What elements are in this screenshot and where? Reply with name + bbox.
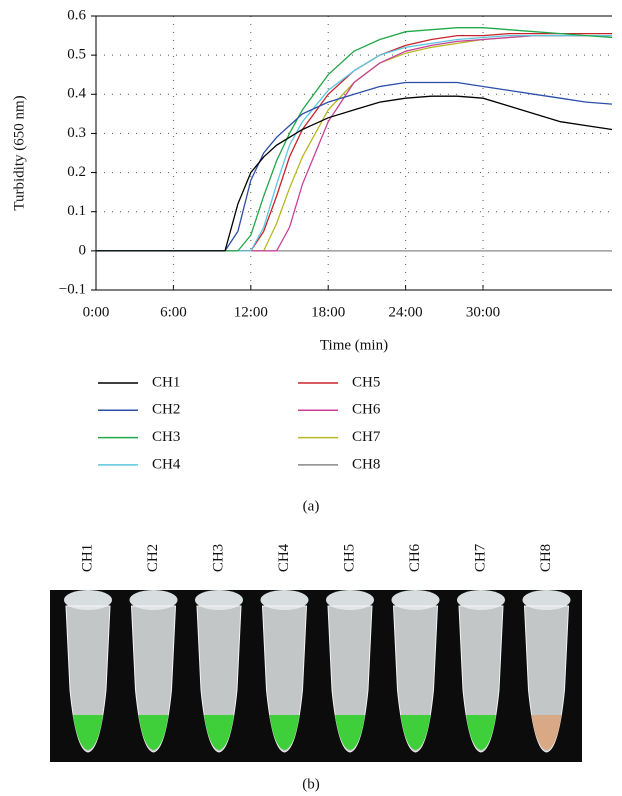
x-tick-label: 0:00	[83, 304, 110, 320]
y-tick-label: 0.3	[67, 125, 86, 141]
legend-label: CH1	[152, 374, 180, 390]
caption-a: (a)	[303, 498, 320, 514]
tube-liquid	[466, 715, 496, 750]
y-tick-label: 0.2	[67, 164, 86, 180]
tube-label: CH3	[210, 544, 226, 572]
series-line	[96, 32, 612, 252]
tube-cap	[260, 590, 309, 610]
tube-cap	[129, 590, 178, 610]
tube-liquid	[400, 715, 431, 750]
series-line	[96, 81, 613, 252]
tube-liquid	[335, 715, 365, 750]
legend-label: CH3	[152, 429, 180, 445]
tube-label: CH6	[407, 543, 423, 572]
y-tick-label: 0.6	[67, 7, 86, 23]
y-tick-label: −0.1	[59, 281, 86, 297]
x-tick-label: 12:00	[234, 304, 268, 320]
x-tick-label: 24:00	[389, 304, 423, 320]
tube-cap	[326, 590, 374, 610]
legend-label: CH7	[352, 429, 381, 445]
tube-label: CH7	[472, 543, 488, 572]
caption-b: (b)	[302, 776, 320, 792]
tube-label: CH8	[538, 544, 554, 572]
series-line	[96, 95, 613, 252]
x-axis-title: Time (min)	[320, 337, 388, 353]
x-tick-label: 30:00	[466, 304, 500, 320]
tube-cap	[391, 590, 440, 610]
series-line	[96, 34, 612, 252]
tube-liquid	[269, 715, 300, 750]
y-tick-label: 0.4	[67, 86, 86, 102]
legend-label: CH4	[152, 456, 181, 472]
series-line	[96, 27, 613, 252]
y-tick-label: 0.1	[67, 203, 86, 219]
y-tick-label: 0.5	[67, 47, 86, 63]
series-line	[96, 34, 612, 252]
x-tick-label: 6:00	[160, 304, 187, 320]
series-line	[96, 34, 612, 252]
x-tick-label: 18:00	[311, 304, 345, 320]
tube-liquid	[73, 715, 103, 750]
tube-cap	[195, 590, 243, 610]
tube-label: CH5	[341, 544, 357, 572]
legend-label: CH6	[352, 402, 381, 418]
tube-label: CH1	[79, 544, 95, 572]
tube-cap	[64, 590, 112, 610]
tube-liquid	[204, 715, 234, 750]
tube-liquid	[531, 715, 562, 750]
tube-label: CH2	[145, 544, 161, 572]
tube-cap	[522, 590, 571, 610]
legend-label: CH8	[352, 456, 380, 472]
y-axis-title: Turbidity (650 nm)	[11, 95, 27, 210]
tube-cap	[457, 590, 505, 610]
legend-label: CH2	[152, 402, 180, 418]
tube-label: CH4	[276, 543, 292, 572]
legend-label: CH5	[352, 374, 380, 390]
tube-liquid	[138, 715, 169, 750]
y-tick-label: 0	[79, 242, 87, 258]
